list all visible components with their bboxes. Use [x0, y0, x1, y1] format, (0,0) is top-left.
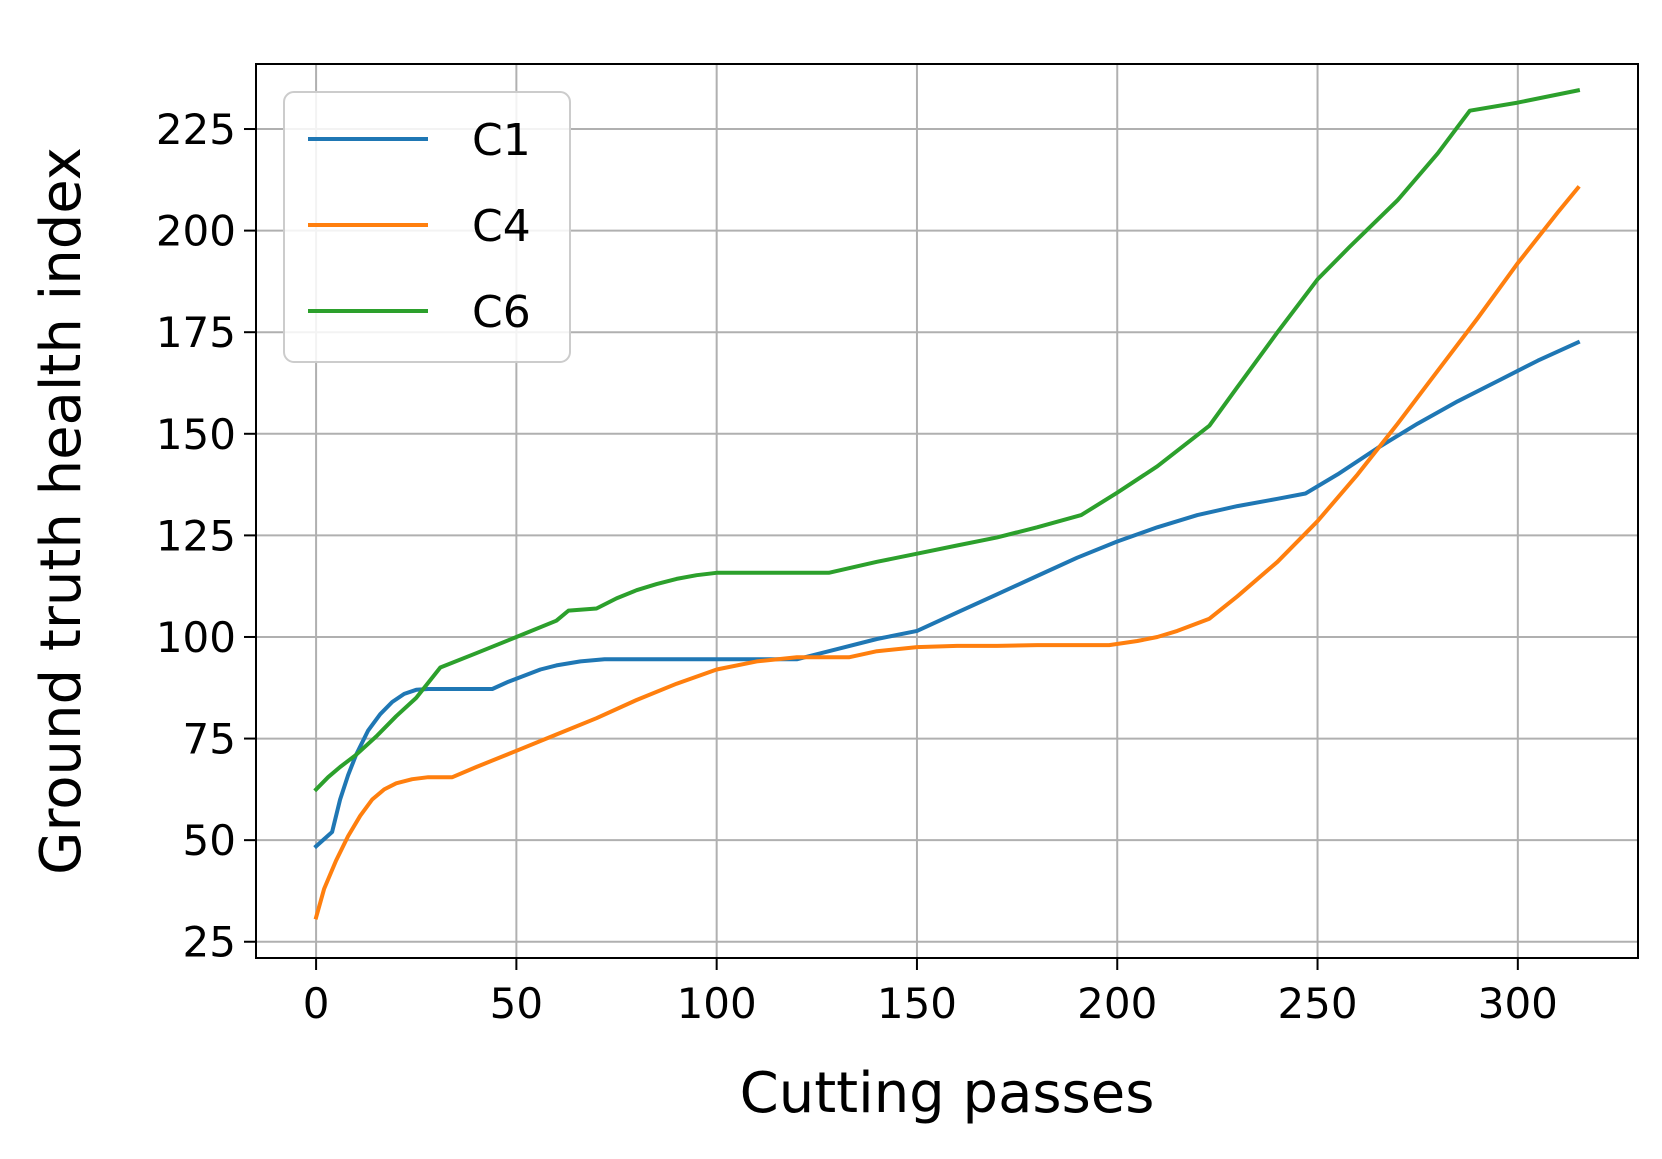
x-tick-label: 50 [490, 979, 543, 1028]
series-line-c4 [313, 185, 1581, 920]
x-tick-label: 150 [877, 979, 957, 1028]
plot-area-frame [255, 63, 1639, 959]
x-tick-label: 100 [677, 979, 757, 1028]
y-tick-label: 100 [156, 613, 236, 662]
series-lines [313, 88, 1581, 920]
grid [256, 64, 1638, 958]
legend-label-c1: C1 [472, 115, 531, 166]
x-axis-label: Cutting passes [740, 1061, 1155, 1126]
legend-entries: C1 C4 C6 [308, 115, 531, 338]
y-tick-label: 125 [156, 511, 236, 560]
series-line-c6 [313, 88, 1581, 793]
x-tick-label: 0 [303, 979, 330, 1028]
x-tick-label: 200 [1077, 979, 1157, 1028]
y-tick-label: 175 [156, 308, 236, 357]
series-line-c1 [313, 339, 1581, 850]
legend: C1 C4 C6 [283, 91, 571, 363]
y-tick-label: 200 [156, 207, 236, 256]
y-tick-label: 50 [183, 816, 236, 865]
y-tick-label: 225 [156, 105, 236, 154]
legend-label-c4: C4 [472, 201, 531, 252]
y-tick-label: 150 [156, 410, 236, 459]
legend-label-c6: C6 [472, 287, 531, 338]
y-tick-label: 75 [183, 715, 236, 764]
y-axis-label: Ground truth health index [29, 147, 94, 875]
x-tick-label: 300 [1478, 979, 1558, 1028]
y-tick-label: 25 [183, 918, 236, 967]
axis-ticks: 0 50 100 150 200 250 300 25 50 75 100 125 150 175 200 2… [156, 105, 1558, 1028]
x-tick-label: 250 [1277, 979, 1357, 1028]
